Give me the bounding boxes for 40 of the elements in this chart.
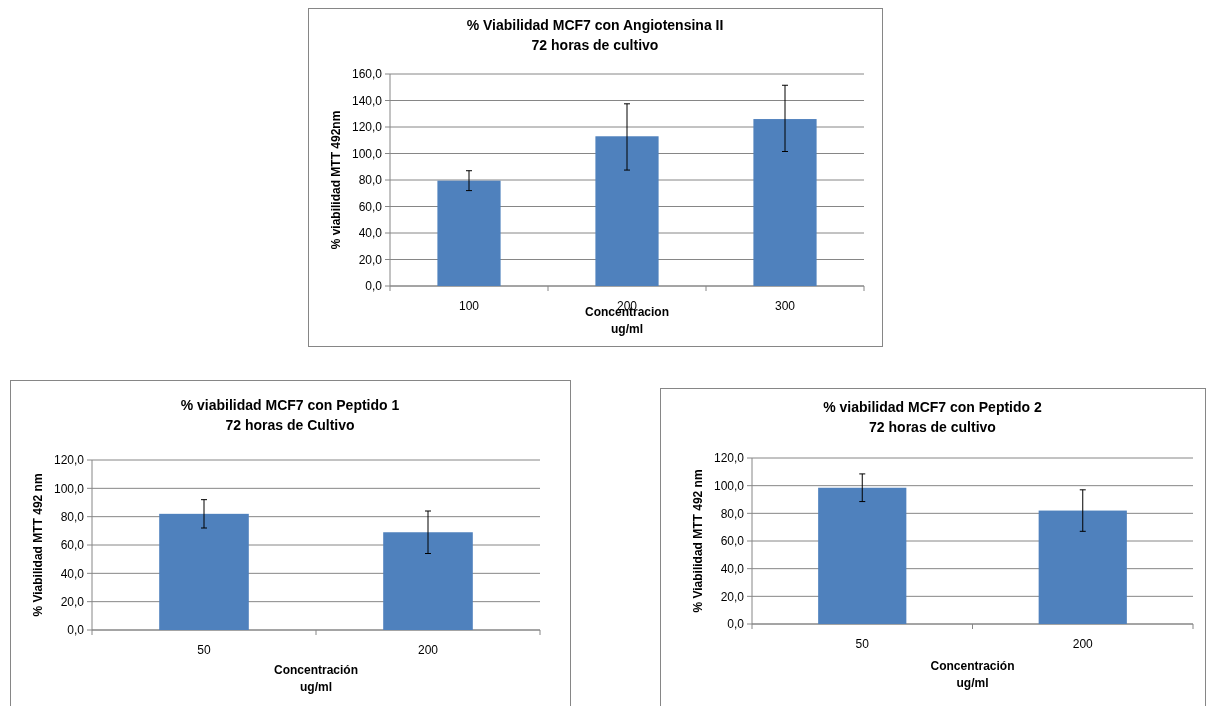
bar — [437, 180, 501, 286]
y-tick-label: 120,0 — [713, 451, 745, 466]
y-tick-label: 0,0 — [727, 617, 745, 632]
y-tick-label: 140,0 — [351, 93, 383, 108]
chart-title: % Viabilidad MCF7 con Angiotensina II 72 horas de cultivo — [466, 17, 724, 53]
y-tick-label: 20,0 — [60, 594, 85, 609]
x-tick-label: 100 — [458, 299, 480, 313]
x-axis-title: Concentración ug/ml — [930, 659, 1015, 690]
y-tick-label: 40,0 — [720, 561, 745, 576]
y-axis-title: % Viabilidad MTT 492 nm — [31, 473, 45, 617]
x-tick-label: 200 — [1072, 637, 1094, 651]
y-tick-label: 60,0 — [720, 534, 745, 549]
y-tick-label: 100,0 — [713, 478, 745, 493]
y-tick-label: 100,0 — [53, 481, 85, 496]
chart-title: % viabilidad MCF7 con Peptido 2 72 horas de cultivo — [823, 399, 1042, 435]
bar — [595, 136, 659, 286]
y-tick-label: 80,0 — [60, 509, 85, 524]
y-tick-label: 100,0 — [351, 146, 383, 161]
y-tick-label: 40,0 — [60, 566, 85, 581]
y-tick-label: 80,0 — [720, 506, 745, 521]
y-tick-label: 120,0 — [53, 453, 85, 468]
y-axis-title: % Viabilidad MTT 492 nm — [691, 469, 705, 613]
y-tick-label: 40,0 — [358, 226, 383, 241]
bar — [753, 119, 817, 286]
x-tick-label: 50 — [197, 643, 211, 657]
chart-title: % viabilidad MCF7 con Peptido 1 72 horas de Cultivo — [180, 397, 400, 433]
y-tick-label: 0,0 — [365, 279, 383, 294]
y-tick-label: 60,0 — [60, 538, 85, 553]
y-tick-label: 0,0 — [67, 623, 85, 638]
y-tick-label: 20,0 — [720, 589, 745, 604]
y-tick-label: 80,0 — [358, 173, 383, 188]
y-tick-label: 60,0 — [358, 199, 383, 214]
y-tick-label: 20,0 — [358, 252, 383, 267]
y-axis-title: % viabilidad MTT 492nm — [329, 110, 343, 250]
x-axis-title: Concentración ug/ml — [273, 663, 359, 694]
x-tick-label: 200 — [417, 643, 439, 657]
x-tick-label: 50 — [855, 637, 870, 651]
x-tick-label: 300 — [774, 299, 796, 313]
y-tick-label: 120,0 — [351, 120, 383, 135]
y-tick-label: 160,0 — [351, 67, 383, 82]
